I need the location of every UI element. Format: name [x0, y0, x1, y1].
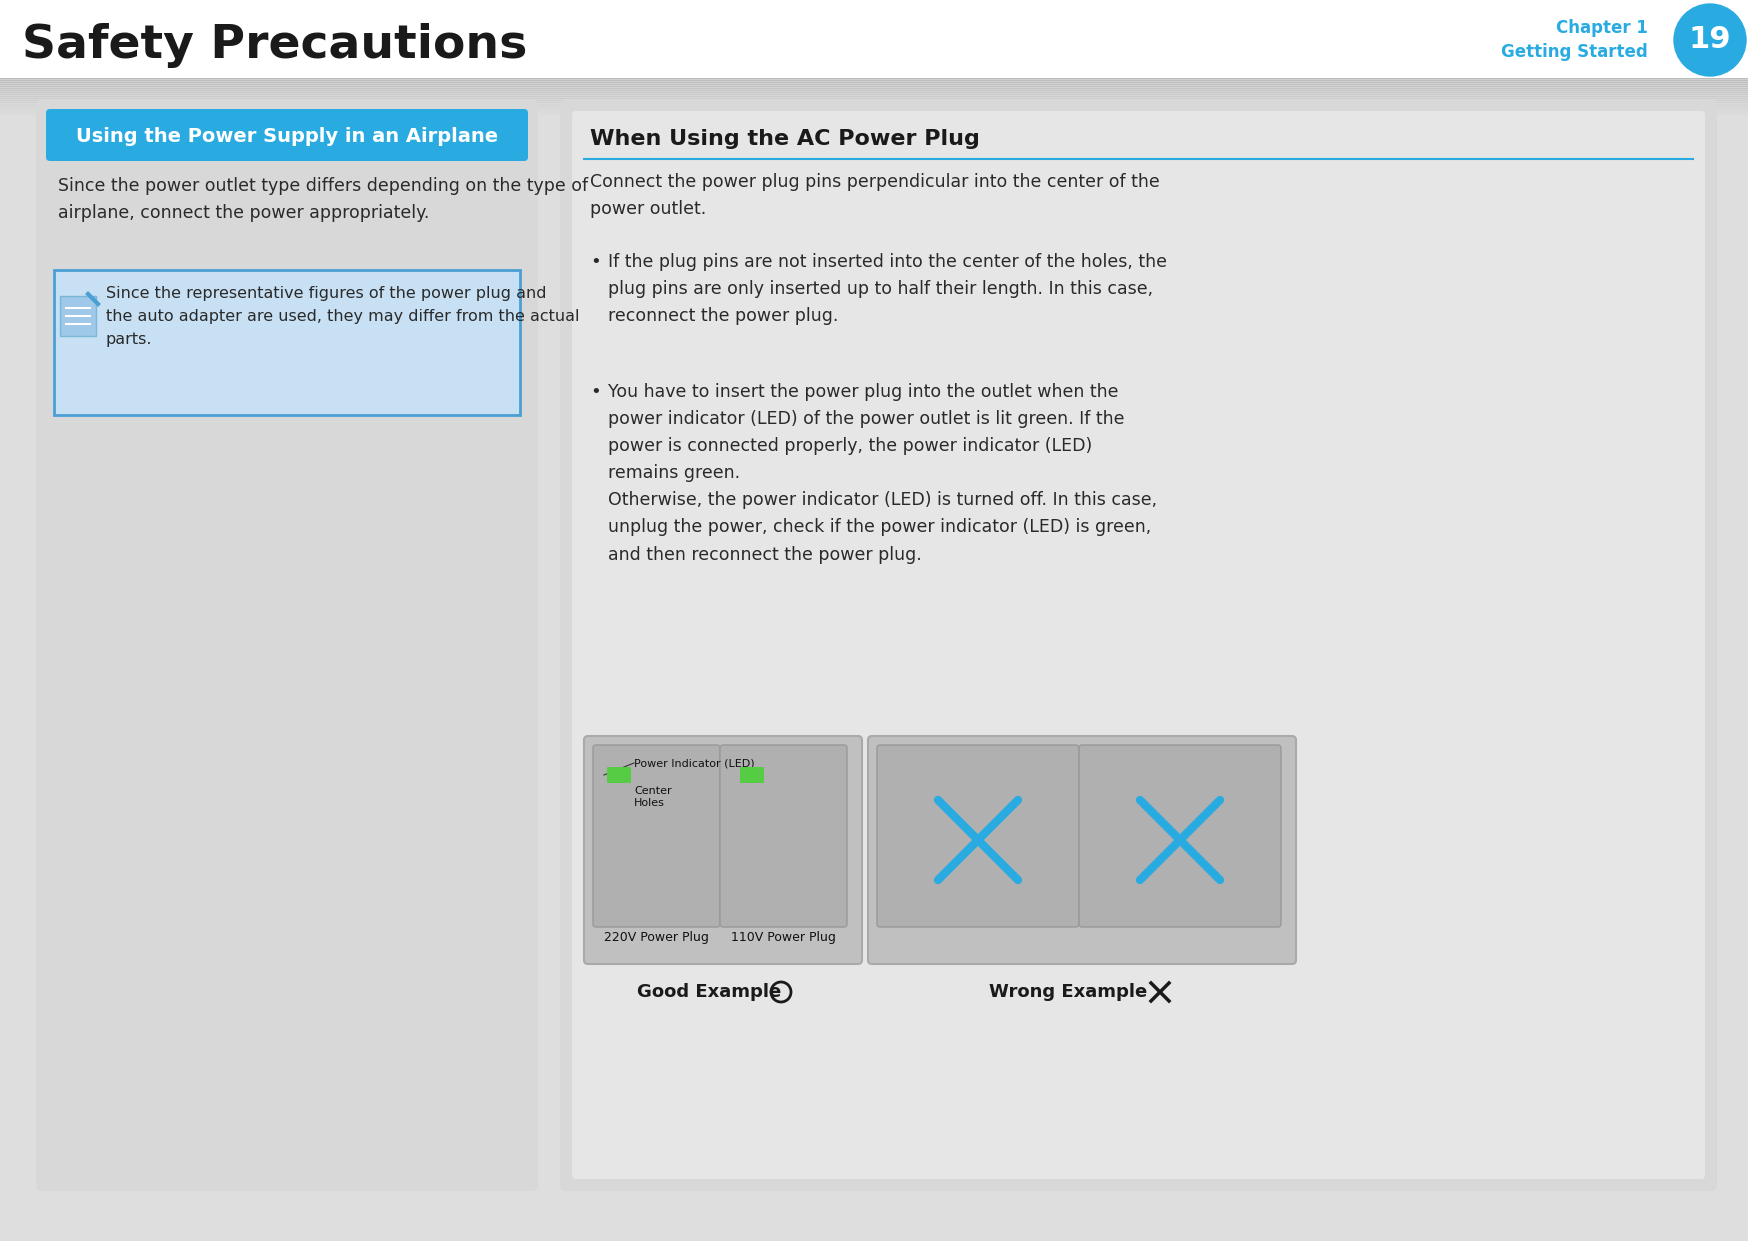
Text: Connect the power plug pins perpendicular into the center of the
power outlet.: Connect the power plug pins perpendicula…: [589, 172, 1159, 218]
Text: Good Example: Good Example: [636, 983, 781, 1001]
Circle shape: [1673, 4, 1745, 76]
FancyBboxPatch shape: [876, 745, 1079, 927]
FancyBboxPatch shape: [867, 736, 1295, 964]
Text: Wrong Example: Wrong Example: [988, 983, 1147, 1001]
Text: Center
Holes: Center Holes: [633, 786, 671, 808]
FancyBboxPatch shape: [0, 0, 1748, 78]
Text: Since the power outlet type differs depending on the type of
airplane, connect t: Since the power outlet type differs depe…: [58, 177, 587, 222]
FancyBboxPatch shape: [593, 745, 720, 927]
FancyBboxPatch shape: [739, 767, 764, 783]
Text: Using the Power Supply in an Airplane: Using the Power Supply in an Airplane: [75, 128, 498, 146]
Text: You have to insert the power plug into the outlet when the
power indicator (LED): You have to insert the power plug into t…: [608, 383, 1157, 563]
Text: When Using the AC Power Plug: When Using the AC Power Plug: [589, 129, 979, 149]
Text: Safety Precautions: Safety Precautions: [23, 24, 528, 68]
FancyBboxPatch shape: [1079, 745, 1280, 927]
FancyBboxPatch shape: [720, 745, 846, 927]
FancyBboxPatch shape: [607, 767, 631, 783]
FancyBboxPatch shape: [54, 271, 519, 414]
Text: 220V Power Plug: 220V Power Plug: [603, 932, 708, 944]
Text: Power Indicator (LED): Power Indicator (LED): [633, 758, 753, 768]
Text: If the plug pins are not inserted into the center of the holes, the
plug pins ar: If the plug pins are not inserted into t…: [608, 253, 1166, 325]
FancyBboxPatch shape: [59, 297, 96, 336]
FancyBboxPatch shape: [0, 78, 1748, 1241]
Text: •: •: [589, 253, 600, 271]
FancyBboxPatch shape: [45, 109, 528, 161]
Text: Since the representative figures of the power plug and
the auto adapter are used: Since the representative figures of the …: [107, 285, 579, 346]
FancyBboxPatch shape: [559, 99, 1717, 1191]
Text: 110V Power Plug: 110V Power Plug: [731, 932, 836, 944]
Text: •: •: [589, 383, 600, 401]
FancyBboxPatch shape: [572, 110, 1704, 1179]
Text: Getting Started: Getting Started: [1500, 43, 1647, 61]
FancyBboxPatch shape: [584, 736, 862, 964]
Text: 19: 19: [1689, 26, 1731, 55]
Text: Chapter 1: Chapter 1: [1556, 19, 1647, 37]
FancyBboxPatch shape: [37, 99, 538, 1191]
